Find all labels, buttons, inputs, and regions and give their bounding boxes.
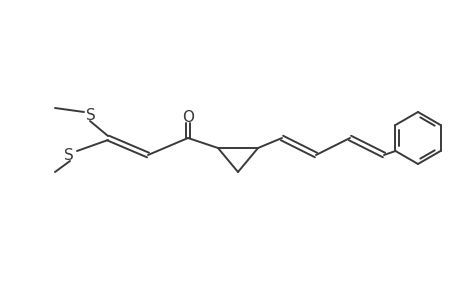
Text: S: S — [86, 107, 95, 122]
Text: S: S — [64, 148, 74, 163]
Text: O: O — [182, 110, 194, 124]
